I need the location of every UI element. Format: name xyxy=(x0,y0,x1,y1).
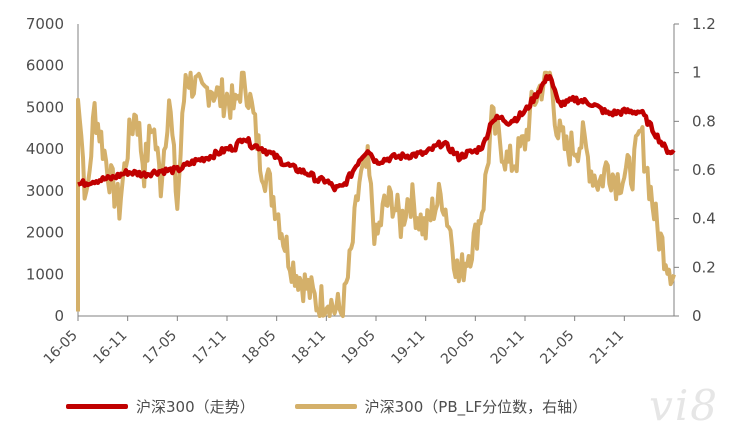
x-tick-label: 18-05 xyxy=(239,328,279,368)
left-tick-label: 5000 xyxy=(26,98,64,116)
legend-item-pb: 沪深300（PB_LF分位数，右轴） xyxy=(294,396,588,417)
left-tick-label: 3000 xyxy=(26,182,64,200)
legend-label-index: 沪深300（走势） xyxy=(136,398,255,416)
x-tick-label: 21-05 xyxy=(537,328,577,368)
x-tick-label: 19-05 xyxy=(339,328,379,368)
x-tick-label: 21-11 xyxy=(587,328,627,368)
x-tick-label: 17-11 xyxy=(190,328,230,368)
x-tick-label: 19-11 xyxy=(388,328,428,368)
legend: 沪深300（走势） 沪深300（PB_LF分位数，右轴） xyxy=(66,396,587,417)
x-tick-label: 20-05 xyxy=(438,328,478,368)
x-tick-label: 17-05 xyxy=(140,328,180,368)
right-tick-label: 1 xyxy=(692,64,702,82)
left-tick-label: 0 xyxy=(54,307,64,325)
series-line-hs300-index xyxy=(77,73,676,193)
watermark: vi8 xyxy=(649,381,719,430)
left-tick-label: 6000 xyxy=(26,57,64,75)
x-tick-label: 16-11 xyxy=(90,328,130,368)
right-tick-label: 0.6 xyxy=(692,161,716,179)
right-tick-label: 0.8 xyxy=(692,112,716,130)
legend-swatch-pb xyxy=(294,404,357,409)
right-tick-label: 0 xyxy=(692,307,702,325)
right-tick-label: 0.2 xyxy=(692,258,716,276)
legend-swatch-index xyxy=(66,404,128,409)
right-tick-label: 0.4 xyxy=(692,210,716,228)
x-tick-label: 16-05 xyxy=(41,328,81,368)
right-tick-label: 1.2 xyxy=(692,15,716,33)
x-tick-label: 20-11 xyxy=(488,328,528,368)
series-layer xyxy=(76,70,676,318)
legend-item-index: 沪深300（走势） xyxy=(66,396,255,417)
left-tick-label: 4000 xyxy=(26,140,64,158)
x-tick-label: 18-11 xyxy=(289,328,329,368)
left-tick-label: 7000 xyxy=(26,15,64,33)
left-tick-label: 1000 xyxy=(26,265,64,283)
left-tick-label: 2000 xyxy=(26,224,64,242)
legend-label-pb: 沪深300（PB_LF分位数，右轴） xyxy=(364,398,588,416)
series-line-pb-percentile xyxy=(76,70,676,318)
